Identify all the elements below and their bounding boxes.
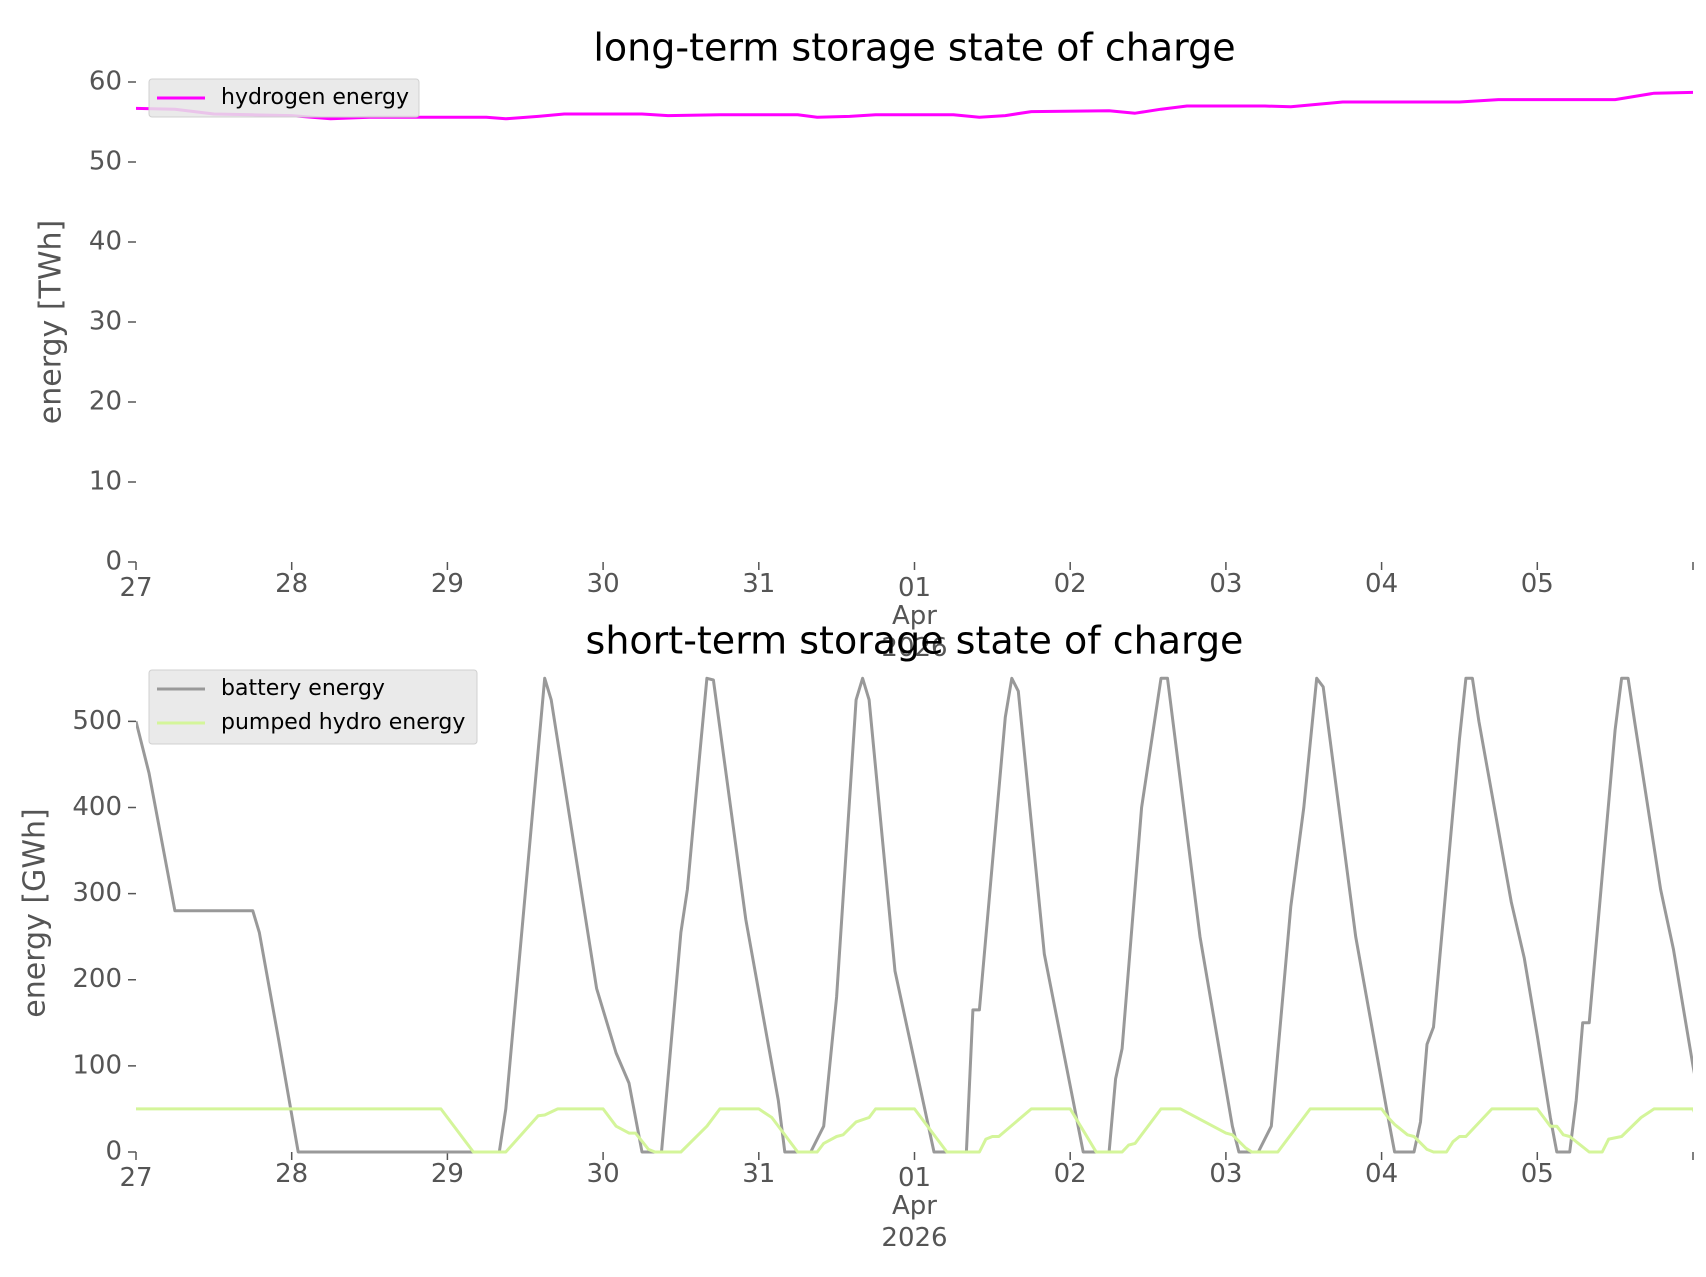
y-axis-label: energy [GWh] (18, 808, 53, 1017)
x-tick-label: 27 (119, 1163, 152, 1193)
y-tick-label: 500 (72, 706, 122, 736)
x-tick-label: 29 (431, 1159, 464, 1189)
x-tick-label: Apr (892, 1191, 937, 1221)
x-tick-label: Apr (892, 601, 937, 631)
x-tick-label: 01 (898, 573, 931, 603)
x-tick-label: 04 (1365, 1159, 1398, 1189)
y-tick-label: 30 (89, 307, 122, 337)
x-tick-label: 31 (742, 1159, 775, 1189)
x-tick-label: 04 (1365, 569, 1398, 599)
x-tick-label: 31 (742, 569, 775, 599)
x-tick-label: 2026 (881, 633, 947, 663)
x-tick-label: 2026 (881, 1223, 947, 1253)
x-tick-label: 02 (1054, 569, 1087, 599)
x-tick-label: 30 (587, 569, 620, 599)
x-tick-label: 29 (431, 569, 464, 599)
chart-title: short-term storage state of charge (586, 619, 1244, 663)
y-tick-label: 40 (89, 227, 122, 257)
x-tick-label: 28 (275, 1159, 308, 1189)
y-tick-label: 20 (89, 387, 122, 417)
y-tick-label: 100 (72, 1050, 122, 1080)
x-tick-label: 03 (1209, 1159, 1242, 1189)
y-tick-label: 0 (105, 547, 122, 577)
chart-title: long-term storage state of charge (593, 26, 1235, 70)
x-tick-label: 02 (1054, 1159, 1087, 1189)
x-tick-label: 30 (587, 1159, 620, 1189)
legend-entry: hydrogen energy (221, 85, 409, 110)
y-axis-label: energy [TWh] (34, 220, 69, 424)
y-tick-label: 60 (89, 67, 122, 97)
legend-entry: battery energy (221, 676, 385, 701)
y-tick-label: 50 (89, 147, 122, 177)
x-tick-label: 05 (1521, 569, 1554, 599)
x-tick-label: 03 (1209, 569, 1242, 599)
legend-entry: pumped hydro energy (221, 710, 465, 735)
x-tick-label: 05 (1521, 1159, 1554, 1189)
s-line-pumped-hydro-energy (136, 1107, 1693, 1154)
s-line-battery-energy (136, 676, 1693, 1154)
legend-box (148, 669, 478, 745)
y-tick-label: 0 (105, 1137, 122, 1167)
y-tick-label: 400 (72, 792, 122, 822)
x-tick-label: 27 (119, 573, 152, 603)
y-tick-label: 200 (72, 964, 122, 994)
legend-box (148, 78, 420, 118)
y-tick-label: 300 (72, 878, 122, 908)
y-tick-label: 10 (89, 467, 122, 497)
x-tick-label: 28 (275, 569, 308, 599)
x-tick-label: 01 (898, 1163, 931, 1193)
